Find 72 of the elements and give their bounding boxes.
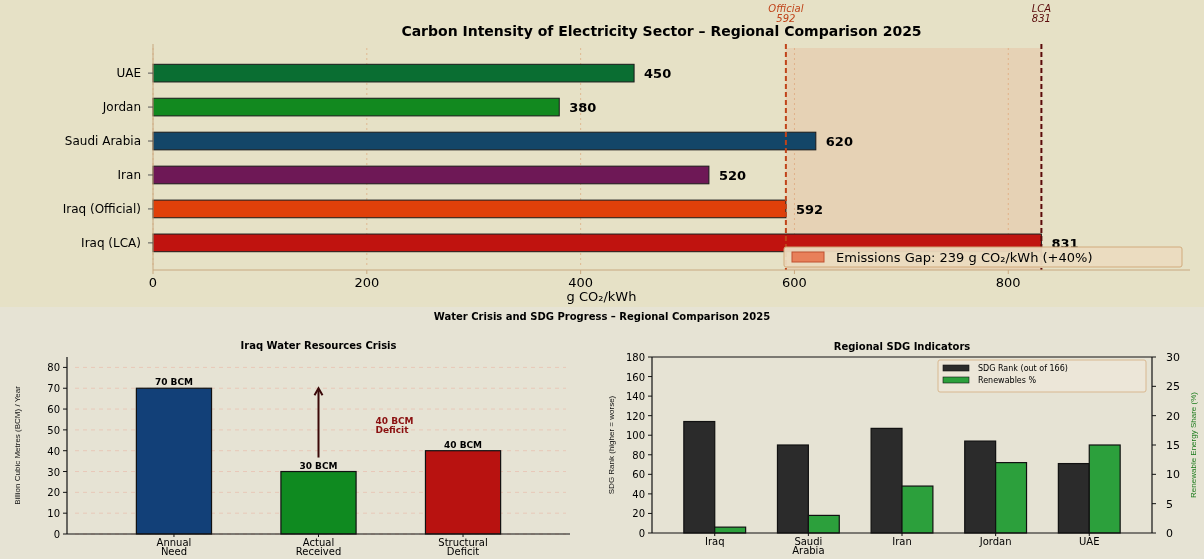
bar	[152, 131, 817, 151]
ref-line-label: Official 592	[768, 3, 804, 24]
y-tick-label: 20	[47, 487, 60, 499]
y-tick-label: 10	[47, 508, 60, 520]
x-tick-label: Jordan	[978, 536, 1012, 547]
y-tick-label: 40	[632, 488, 645, 500]
data-label: 592	[795, 201, 824, 217]
chart-title: Regional SDG Indicators	[833, 341, 971, 352]
y2-tick-label: 30	[1166, 351, 1180, 364]
y-tick-label: 0	[638, 528, 645, 539]
y2-tick-label: 15	[1166, 439, 1180, 452]
y-tick-label: Iran	[117, 167, 141, 182]
y-tick-label: 20	[632, 508, 645, 520]
x-tick-label: UAE	[1079, 536, 1100, 547]
data-label: 30 BCM	[299, 460, 338, 471]
y-tick-label: Jordan	[101, 100, 141, 115]
y-tick-label: 60	[47, 404, 60, 416]
y2-tick-label: 5	[1166, 497, 1173, 511]
bar	[152, 199, 787, 219]
bar	[152, 97, 560, 117]
y-tick-label: 140	[625, 391, 645, 403]
data-label: 380	[569, 100, 597, 116]
x-tick-label: 0	[148, 275, 158, 290]
x-tick-label: 600	[782, 275, 807, 290]
x-tick-label: Annual Need	[156, 537, 192, 557]
y-tick-label: 160	[625, 371, 645, 383]
x-tick-label: Iraq	[704, 536, 725, 547]
y-tick-label: 40	[47, 445, 60, 457]
band-label: Emissions Gap: 239 g CO₂/kWh (+40%)	[836, 250, 1093, 265]
x-tick-label: 800	[995, 275, 1021, 290]
y2-tick-label: 25	[1166, 380, 1180, 394]
data-label: 620	[825, 134, 853, 150]
y-tick-label: Iraq (LCA)	[81, 235, 141, 250]
x-tick-label: Actual Received	[295, 537, 342, 557]
y-tick-label: 70	[47, 383, 60, 395]
bar	[152, 165, 710, 185]
y-tick-label: Iraq (Official)	[62, 201, 141, 216]
y-tick-label: 30	[47, 466, 60, 478]
y-tick-label: 80	[632, 449, 645, 461]
x-tick-label: Structural Deficit	[438, 537, 488, 557]
x-tick-label: Iran	[892, 536, 912, 547]
data-label: 40 BCM	[443, 439, 483, 450]
x-tick-label: 400	[568, 275, 594, 290]
legend-label: Renewables %	[978, 376, 1037, 385]
y-tick-label: 50	[47, 424, 60, 436]
text: Water Crisis and SDG Progress – Regional Comparison 2025	[433, 311, 771, 322]
y-tick-label: 180	[625, 352, 645, 363]
data-label: 520	[718, 167, 747, 183]
legend-label: SDG Rank (out of 166)	[978, 364, 1068, 373]
ref-line-label: LCA 831	[1031, 3, 1052, 24]
x-tick-label: Saudi Arabia	[792, 536, 825, 556]
y-tick-label: UAE	[116, 66, 141, 81]
y-axis-title: SDG Rank (higher = worse)	[607, 395, 616, 495]
x-axis-title: g CO₂/kWh	[566, 289, 637, 304]
y-axis-title: Billion Cubic Metres (BCM) / Year	[13, 385, 22, 505]
data-label: 831	[1051, 235, 1079, 251]
y-tick-label: 80	[47, 362, 60, 374]
annotation: 40 BCM Deficit	[375, 415, 414, 435]
data-label: 450	[644, 66, 672, 82]
bar	[152, 63, 635, 83]
y2-tick-label: 20	[1166, 409, 1180, 423]
y2-tick-label: 10	[1166, 468, 1180, 482]
data-label: 70 BCM	[154, 377, 194, 388]
x-tick-label: 200	[354, 275, 380, 290]
chart-title: Iraq Water Resources Crisis	[240, 340, 397, 351]
y-tick-label: 60	[632, 469, 645, 481]
chart-title: Carbon Intensity of Electricity Sector – Regional Comparison 2025	[401, 23, 922, 39]
y2-axis-title: Renewable Energy Share (%)	[1189, 391, 1198, 498]
y-tick-label: 120	[625, 410, 645, 422]
y-tick-label: Saudi Arabia	[64, 134, 141, 149]
y-tick-label: 100	[625, 430, 645, 442]
y-tick-label: 0	[53, 529, 60, 540]
